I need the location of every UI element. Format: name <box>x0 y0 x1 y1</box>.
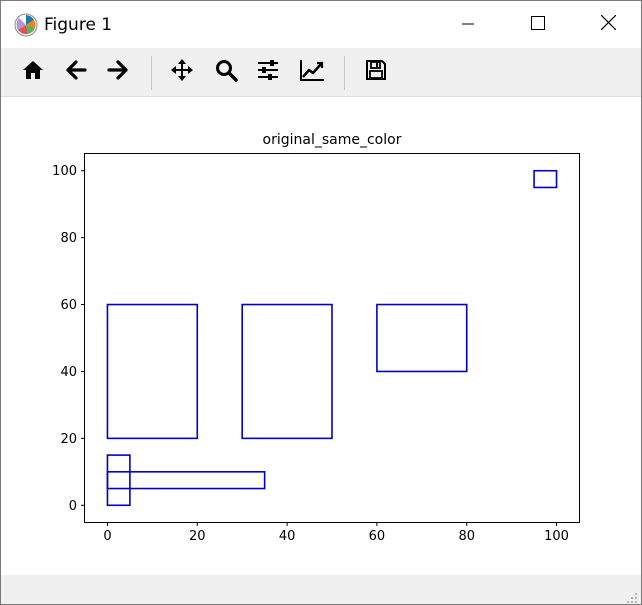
x-tick-label: 100 <box>544 529 569 544</box>
x-tick-label: 0 <box>103 529 111 544</box>
toolbar-separator <box>151 56 152 90</box>
status-bar <box>1 575 641 604</box>
rectangle-mark <box>241 303 333 440</box>
zoom-button[interactable] <box>212 58 240 86</box>
maximize-icon <box>531 15 545 34</box>
y-tick-label: 60 <box>60 298 77 313</box>
move-icon <box>170 58 194 86</box>
arrow-right-icon <box>107 59 129 85</box>
resize-grip-icon[interactable] <box>626 589 638 603</box>
x-tick-label: 60 <box>369 529 386 544</box>
minimize-icon <box>462 15 474 34</box>
rectangle-mark <box>106 454 131 507</box>
matplotlib-logo-icon <box>14 13 38 37</box>
chart-title: original_same_color <box>263 132 402 148</box>
magnifier-icon <box>214 58 238 86</box>
title-bar[interactable]: Figure 1 <box>1 1 641 48</box>
pan-button[interactable] <box>168 58 196 86</box>
y-tick-label: 20 <box>60 432 77 447</box>
arrow-left-icon <box>65 59 87 85</box>
configure-subplots-button[interactable] <box>254 58 282 86</box>
x-tick-label: 20 <box>189 529 206 544</box>
close-button[interactable] <box>573 1 641 48</box>
close-icon <box>600 14 616 34</box>
rectangles-layer <box>106 169 558 507</box>
edit-axis-button[interactable] <box>298 58 326 86</box>
home-icon <box>22 59 44 85</box>
sliders-icon <box>256 58 280 86</box>
rectangle-mark <box>106 471 266 490</box>
y-tick-label: 40 <box>60 365 77 380</box>
save-button[interactable] <box>362 58 390 86</box>
y-tick-label: 100 <box>52 164 77 179</box>
rectangle-mark <box>106 303 199 440</box>
trend-chart-icon <box>299 58 325 86</box>
rectangle-mark <box>376 303 468 373</box>
y-tick-label: 0 <box>69 499 77 514</box>
ticks-layer: 0 20 40 60 80 100 0 20 40 60 80 100 <box>52 164 569 544</box>
rectangle-mark <box>533 169 558 189</box>
figure-canvas[interactable]: original_same_color 0 20 40 60 80 100 0 20 40 60 8… <box>1 97 641 575</box>
navigation-toolbar <box>1 48 641 97</box>
x-tick-label: 40 <box>279 529 296 544</box>
forward-button[interactable] <box>104 58 132 86</box>
back-button[interactable] <box>62 58 90 86</box>
axes-frame <box>84 153 580 523</box>
home-button[interactable] <box>19 58 47 86</box>
window-title: Figure 1 <box>44 15 113 35</box>
floppy-disk-icon <box>365 59 387 85</box>
toolbar-separator <box>344 56 345 90</box>
maximize-button[interactable] <box>503 1 573 48</box>
chart-svg: original_same_color 0 20 40 60 80 100 0 20 40 60 8… <box>52 132 580 544</box>
y-tick-label: 80 <box>60 231 77 246</box>
x-tick-label: 80 <box>458 529 475 544</box>
minimize-button[interactable] <box>433 1 503 48</box>
